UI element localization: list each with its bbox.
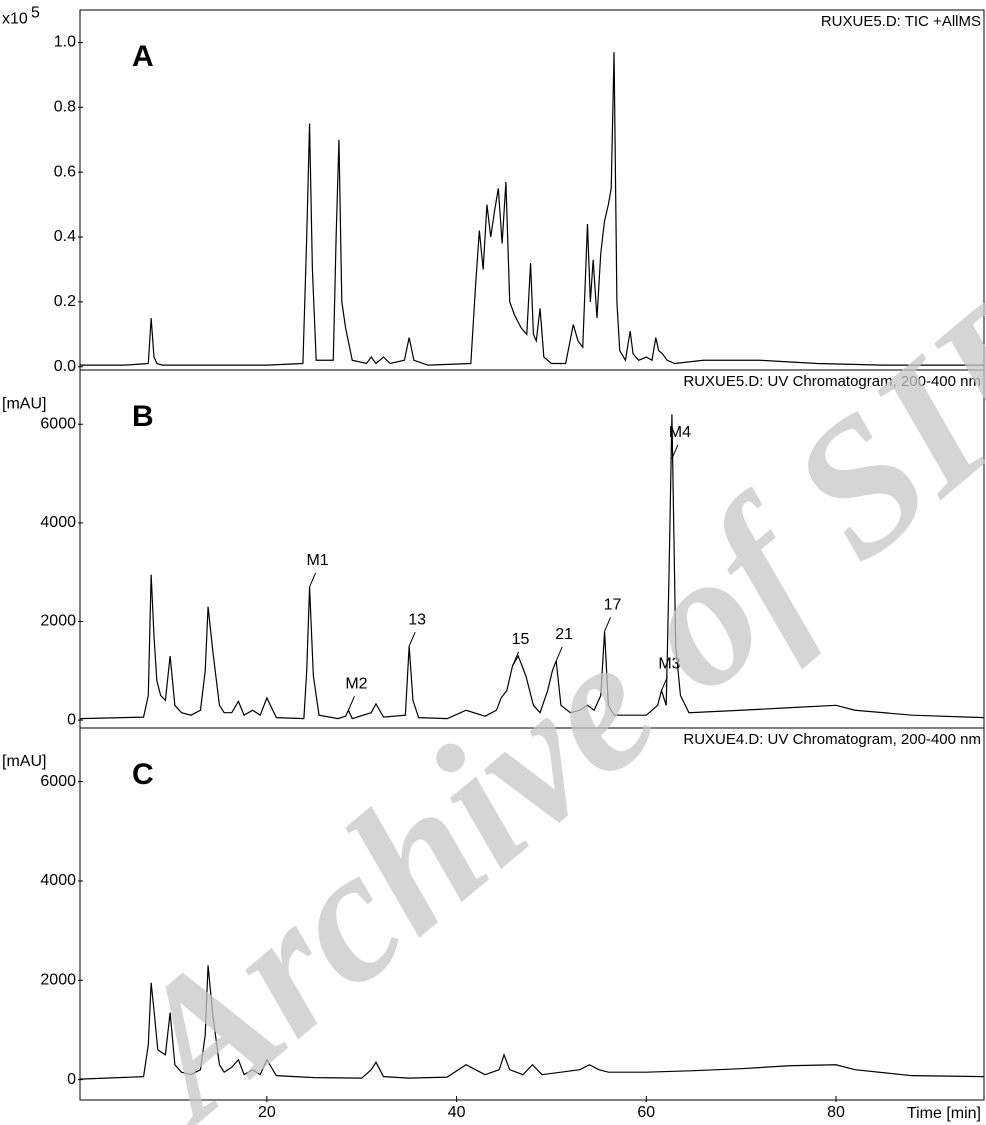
- annotation: 13: [408, 611, 426, 628]
- annotation-leader: [408, 631, 416, 647]
- annotation: 17: [604, 597, 622, 614]
- y-tick-label: 0: [67, 711, 76, 728]
- y-axis-label: [mAU]: [2, 753, 46, 770]
- y-tick-label: 4000: [40, 872, 76, 889]
- y-tick-label: 0.2: [54, 293, 76, 310]
- annotation: 21: [555, 626, 573, 643]
- y-tick-label: 6000: [40, 773, 76, 790]
- panel-label: C: [132, 758, 154, 791]
- annotation: M2: [345, 675, 367, 692]
- panel-label: A: [132, 40, 154, 73]
- x-tick-label: 20: [258, 1104, 276, 1121]
- panel-frame: [79, 727, 985, 1101]
- annotation-leader: [309, 572, 317, 588]
- annotation-leader: [661, 676, 668, 691]
- annotation: M1: [306, 552, 328, 569]
- y-tick-label: 6000: [40, 415, 76, 432]
- y-unit: x10: [2, 11, 28, 28]
- panel-label: B: [132, 400, 154, 433]
- annotation-leader: [512, 651, 520, 667]
- chromatogram-line: [79, 414, 985, 720]
- annotation: 15: [512, 631, 530, 648]
- chromatogram-line: [80, 52, 984, 366]
- panel-title: RUXUE4.D: UV Chromatogram, 200-400 nm: [683, 731, 981, 748]
- annotation: M4: [669, 424, 691, 441]
- y-tick-label: 2000: [40, 613, 76, 630]
- y-tick-label: 0: [67, 1071, 76, 1088]
- panel-title: RUXUE5.D: UV Chromatogram, 200-400 nm: [683, 373, 981, 390]
- panel-frame: [79, 9, 985, 371]
- y-tick-label: 4000: [40, 514, 76, 531]
- annotation-leader: [555, 646, 563, 662]
- y-tick-label: 2000: [40, 972, 76, 989]
- y-axis-label: [mAU]: [2, 395, 46, 412]
- x-tick-label: 60: [637, 1104, 655, 1121]
- chromatogram-line: [79, 965, 985, 1080]
- y-tick-label: 0.6: [54, 163, 76, 180]
- y-tick-label: 0.8: [54, 99, 76, 116]
- x-tick-label: 80: [827, 1104, 845, 1121]
- panel-title: RUXUE5.D: TIC +AllMS: [821, 13, 981, 30]
- y-tick-label: 1.0: [54, 34, 76, 51]
- y-unit-exponent: 5: [31, 5, 40, 22]
- watermark: Archive of SID: [82, 235, 986, 1125]
- y-tick-label: 0.0: [54, 358, 76, 375]
- x-tick-label: 40: [448, 1104, 466, 1121]
- annotation-leader: [604, 617, 612, 632]
- annotation: M3: [658, 656, 680, 673]
- x-axis-label: Time [min]: [907, 1105, 981, 1122]
- annotation-leader: [671, 444, 679, 459]
- annotation-leader: [347, 696, 355, 711]
- y-tick-label: 0.4: [54, 228, 76, 245]
